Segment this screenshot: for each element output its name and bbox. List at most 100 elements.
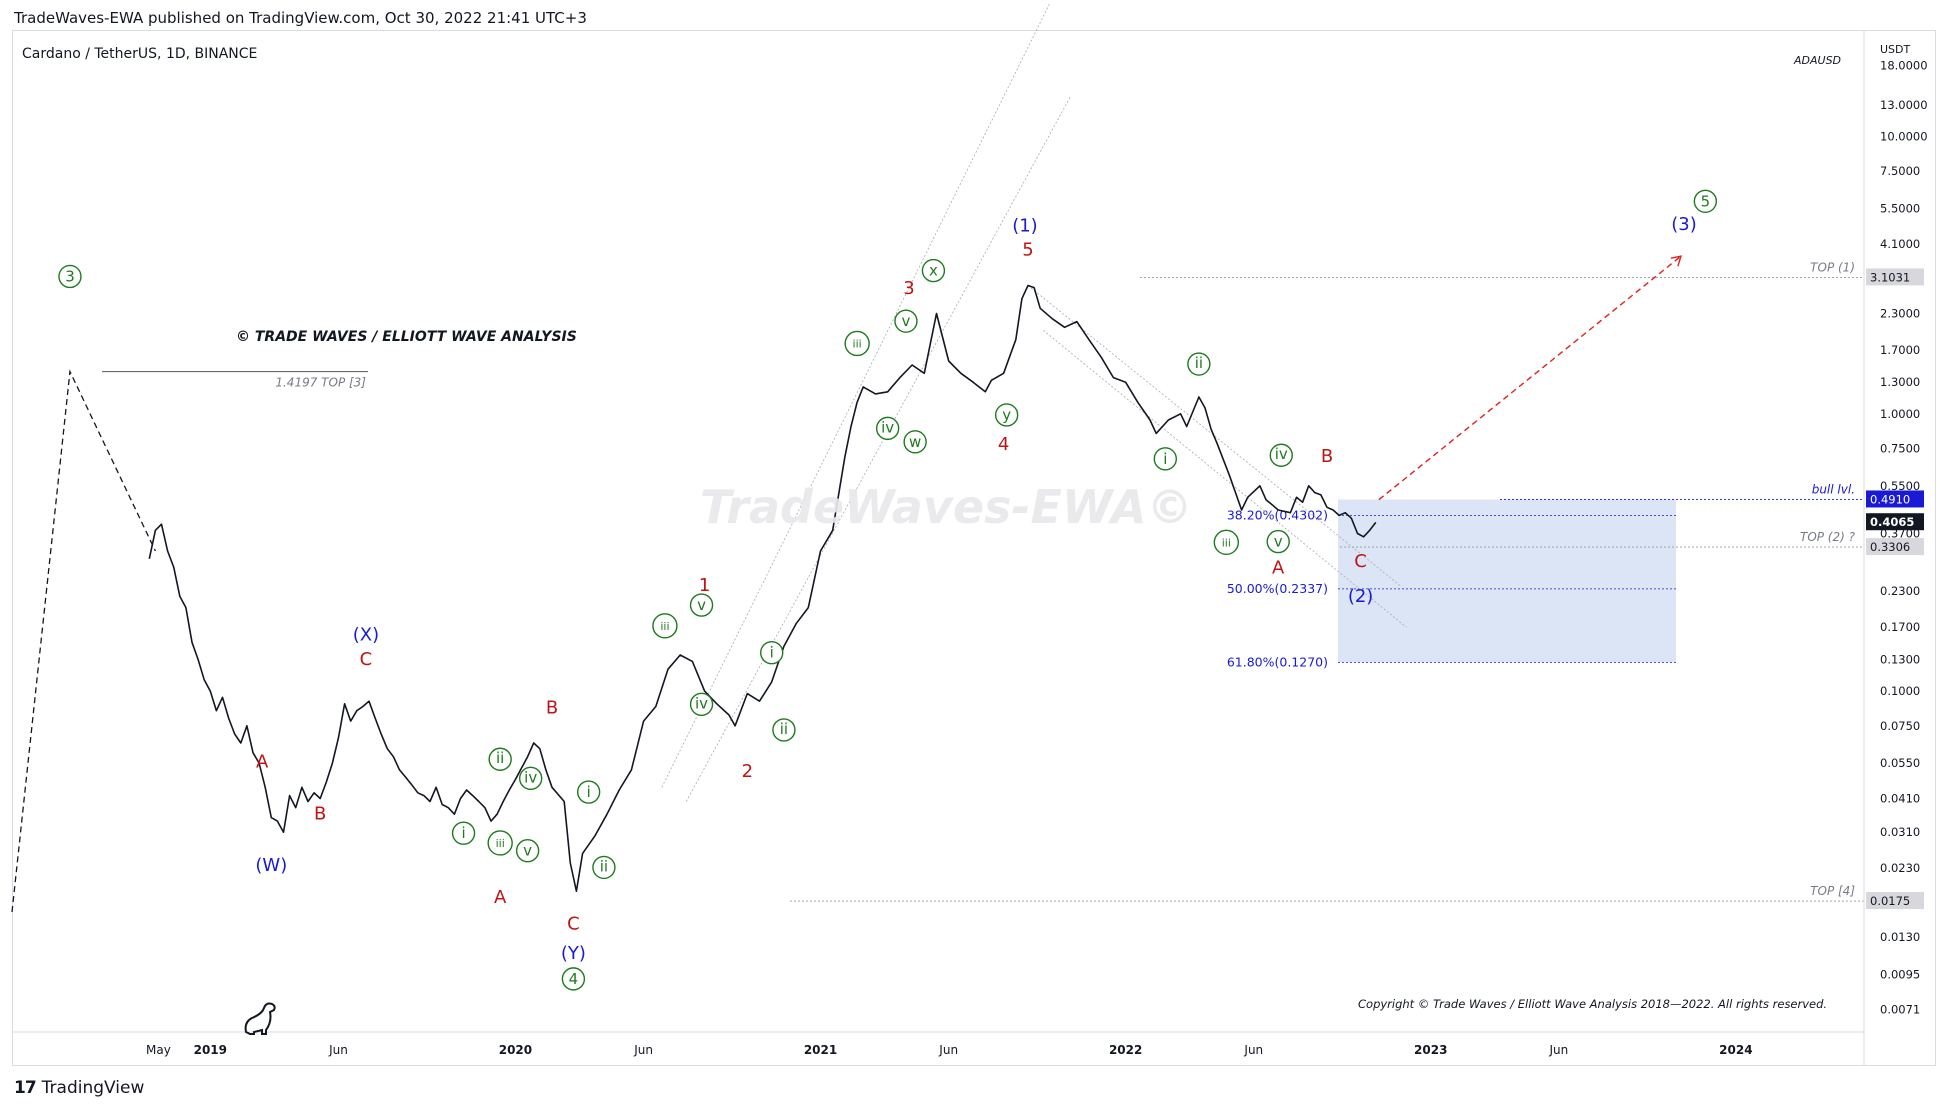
wave-label-circle xyxy=(689,692,714,716)
channel-line xyxy=(661,3,1050,788)
wave-label: ii xyxy=(780,720,788,738)
y-tick-label: 0.1000 xyxy=(1880,684,1920,698)
wave-label: i xyxy=(461,824,465,842)
wave-label-circle xyxy=(875,416,900,441)
x-tick-label: Jun xyxy=(328,1043,348,1057)
fib-level-label: 50.00%(0.2337) xyxy=(1227,581,1328,596)
x-tick-label: 2022 xyxy=(1109,1043,1142,1057)
symbol-tag: ADAUSD xyxy=(1793,54,1841,67)
wave-label: B xyxy=(1321,446,1333,467)
wave-label: 3 xyxy=(903,278,914,299)
wave-label-circle xyxy=(58,264,82,289)
wave-label: 5 xyxy=(1701,192,1711,210)
wave-label-circle xyxy=(576,780,601,804)
wave-3-dashed-path xyxy=(11,369,156,913)
wave-label-circle xyxy=(689,593,714,617)
chart-title: Cardano / TetherUS, 1D, BINANCE xyxy=(22,46,257,62)
y-tick-label: 1.3000 xyxy=(1880,375,1920,389)
wave-label: i xyxy=(587,783,591,801)
wave-label: x xyxy=(929,262,938,280)
wave-label-circle xyxy=(760,640,784,665)
level-price-label: 0.0175 xyxy=(1870,894,1910,908)
y-tick-label: 0.0230 xyxy=(1880,861,1920,875)
footer-brand[interactable]: TradingView xyxy=(41,1078,145,1098)
wave-label: C xyxy=(567,914,580,935)
wave-label: (X) xyxy=(353,625,379,646)
price-line xyxy=(148,284,1377,893)
wave-label: ii xyxy=(1195,354,1203,372)
x-tick-label: 2023 xyxy=(1414,1043,1447,1057)
wave-label: (3) xyxy=(1671,214,1697,235)
wave-label-circle xyxy=(1266,529,1290,554)
wave-label: 4 xyxy=(998,434,1009,455)
y-tick-label: 0.0071 xyxy=(1880,1003,1920,1017)
y-tick-label: 4.1000 xyxy=(1880,237,1920,251)
wave-label: 2 xyxy=(742,761,753,782)
x-tick-label: Jun xyxy=(1549,1043,1569,1057)
level-price-box xyxy=(1866,268,1924,286)
wave-label: iv xyxy=(1275,445,1288,463)
wave-label: (W) xyxy=(255,855,287,876)
dino-icon xyxy=(244,1002,276,1035)
wave-label: w xyxy=(909,433,921,451)
wave-label: iii xyxy=(1222,536,1231,549)
wave-label: 4 xyxy=(569,970,579,988)
wave-label: 3 xyxy=(65,267,75,285)
y-tick-label: 0.1300 xyxy=(1880,653,1920,667)
wave-label: iv xyxy=(695,694,708,712)
level-price-label: 0.3306 xyxy=(1870,540,1910,554)
x-tick-label: Jun xyxy=(633,1043,653,1057)
channel-line xyxy=(685,95,1072,802)
y-tick-label: 0.3700 xyxy=(1880,527,1920,541)
wave-label: iii xyxy=(496,837,505,850)
wave-label: 1 xyxy=(699,575,710,596)
y-tick-label: 1.7000 xyxy=(1880,343,1920,357)
level-price-box xyxy=(1866,892,1924,910)
fib-level-label: 61.80%(0.1270) xyxy=(1227,654,1328,669)
wave-label-circle xyxy=(488,747,512,771)
wave-label: iv xyxy=(881,418,894,436)
wave-label-circle xyxy=(652,613,678,639)
level-label: TOP [4] xyxy=(1810,884,1855,898)
y-tick-label: 0.5500 xyxy=(1880,479,1920,493)
wave-label: (Y) xyxy=(561,943,586,964)
wave-label-circle xyxy=(894,309,918,333)
level-label: 1.4197 TOP [3] xyxy=(275,376,366,390)
wave-label-circle xyxy=(487,830,513,856)
wave-label: B xyxy=(314,803,326,824)
level-price-label: 0.4910 xyxy=(1870,492,1910,506)
y-tick-label: 2.3000 xyxy=(1880,306,1920,320)
copyright-banner: © TRADE WAVES / ELLIOTT WAVE ANALYSIS xyxy=(236,329,577,345)
wave-label: A xyxy=(494,887,507,908)
y-tick-label: 7.5000 xyxy=(1880,164,1920,178)
y-tick-label: 0.1700 xyxy=(1880,620,1920,634)
fib-zone xyxy=(1338,499,1676,663)
x-tick-label: 2020 xyxy=(499,1043,532,1057)
wave-label: v xyxy=(902,312,911,330)
y-tick-label: 13.0000 xyxy=(1880,98,1928,112)
projection-arrowhead xyxy=(1670,255,1682,267)
watermark: TradeWaves-EWA© xyxy=(700,480,1193,534)
wave-label-circle xyxy=(1187,352,1211,376)
level-price-box xyxy=(1866,490,1924,508)
wave-label: (1) xyxy=(1012,215,1038,236)
wave-label-circle xyxy=(1153,447,1178,471)
wave-label: ii xyxy=(600,857,608,875)
x-tick-label: May xyxy=(146,1043,171,1057)
wave-label: (2) xyxy=(1348,586,1374,607)
x-tick-label: Jun xyxy=(938,1043,958,1057)
wave-label: iv xyxy=(524,768,537,786)
wave-label-circle xyxy=(515,839,540,863)
level-price-label: 3.1031 xyxy=(1870,270,1910,284)
level-label: bull lvl. xyxy=(1812,482,1855,496)
y-tick-label: 0.7500 xyxy=(1880,441,1920,455)
fib-level-label: 38.20%(0.4302) xyxy=(1227,507,1328,522)
level-label: TOP (1) xyxy=(1810,260,1855,274)
copyright-footer: Copyright © Trade Waves / Elliott Wave A… xyxy=(1358,997,1827,1011)
wave-label: iii xyxy=(660,620,669,633)
y-tick-label: 0.0130 xyxy=(1880,930,1920,944)
wave-label: v xyxy=(697,596,706,614)
level-price-box xyxy=(1866,538,1924,556)
wave-label-circle xyxy=(518,766,543,791)
